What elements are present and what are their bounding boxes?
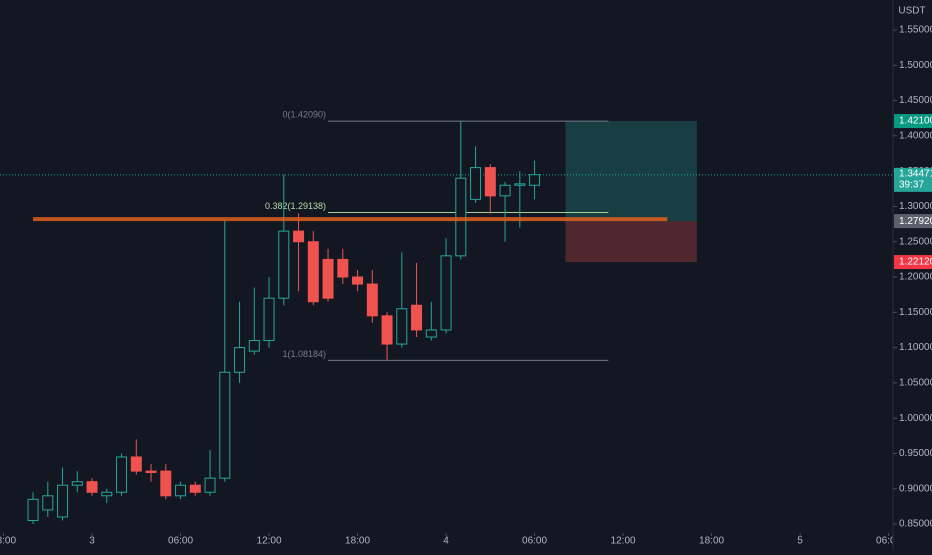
price-badge-label: 1.42100 (899, 116, 932, 127)
x-tick-label: 12:00 (611, 536, 636, 547)
x-tick-label: 18:00 (345, 536, 370, 547)
candle-body (234, 347, 246, 373)
candle-body (248, 340, 260, 352)
y-tick-label: 1.30000 (899, 201, 932, 212)
candle-body (455, 177, 467, 257)
candle-body (116, 456, 128, 493)
candle-body (484, 167, 496, 197)
x-tick-label: 18:00 (0, 536, 16, 547)
x-tick-label: 5 (797, 536, 803, 547)
fib-label: 0(1.42090) (283, 109, 327, 119)
candle-body (263, 297, 275, 342)
candle-body (366, 283, 378, 317)
y-tick-label: 1.20000 (899, 272, 932, 283)
candle-body (425, 329, 437, 338)
y-tick-label: 1.50000 (899, 60, 932, 71)
axes: 0.85000 0.90000 0.95000 1.00000 1.05000 1.100… (3, 25, 932, 536)
y-tick-label: 0.85000 (899, 519, 932, 530)
candle-body (189, 484, 201, 493)
loss-zone (565, 221, 697, 263)
candle-body (499, 184, 511, 197)
candle-body (278, 230, 290, 299)
y-tick-label: 0.90000 (899, 483, 932, 494)
x-tick-label: 06:00 (168, 536, 193, 547)
candle-body (160, 470, 172, 497)
candle-body (322, 258, 334, 299)
candle-body (514, 183, 526, 186)
price-badge (894, 114, 932, 129)
candle-body (27, 498, 39, 521)
candle-body (204, 477, 216, 493)
candle-body (101, 491, 113, 497)
y-tick-label: 1.40000 (899, 130, 932, 141)
x-tick-label: 4 (443, 536, 449, 547)
price-badge-label: 1.27920 (899, 216, 932, 227)
candle-body (219, 371, 231, 479)
candle-body (130, 456, 142, 472)
countdown: 39:37 (899, 180, 924, 191)
y-tick-label: 1.25000 (899, 236, 932, 247)
candle-body (411, 304, 423, 331)
candle-body (396, 308, 408, 345)
price-axis (893, 0, 932, 550)
x-tick-label: 06:00 (522, 536, 547, 547)
x-tick-label: 3 (89, 536, 95, 547)
price-badge (894, 255, 932, 270)
candle-body (145, 470, 157, 474)
candle-body (307, 241, 319, 303)
candle-body (440, 255, 452, 331)
fib-label: 1(1.08184) (283, 349, 327, 359)
candle-body (57, 484, 69, 518)
current-price-badge (894, 167, 932, 192)
current-price-label: 1.34471 (899, 169, 932, 180)
price-badge-label: 1.22120 (899, 257, 932, 268)
x-tick-label: 18:00 (699, 536, 724, 547)
candle-body (293, 230, 305, 243)
candle-body (337, 258, 349, 278)
candle-body (175, 484, 187, 497)
x-tick-label: 12:00 (257, 536, 282, 547)
currency: USDT (898, 6, 925, 17)
candle-body (381, 315, 393, 345)
candle-body (86, 481, 98, 493)
candle-body (352, 276, 364, 285)
y-tick-label: 1.10000 (899, 342, 932, 353)
y-tick-label: 1.15000 (899, 307, 932, 318)
plot-area: 18:00 3 06:00 12:00 18:00 4 06:00 12:00 18:00 5 06… (0, 109, 902, 547)
candle-body (529, 174, 541, 186)
y-tick-label: 1.05000 (899, 378, 932, 389)
fib-label: 0.382(1.29138) (265, 201, 326, 211)
candle-body (42, 495, 54, 511)
price-badge (894, 214, 932, 229)
y-tick-label: 1.45000 (899, 95, 932, 106)
profit-zone (565, 121, 697, 222)
candle-body (71, 481, 83, 486)
y-tick-label: 1.00000 (899, 413, 932, 424)
y-tick-label: 0.95000 (899, 448, 932, 459)
y-tick-label: 1.55000 (899, 25, 932, 36)
candle-body (470, 167, 482, 200)
x-tick-label: 06:00 (876, 536, 901, 547)
